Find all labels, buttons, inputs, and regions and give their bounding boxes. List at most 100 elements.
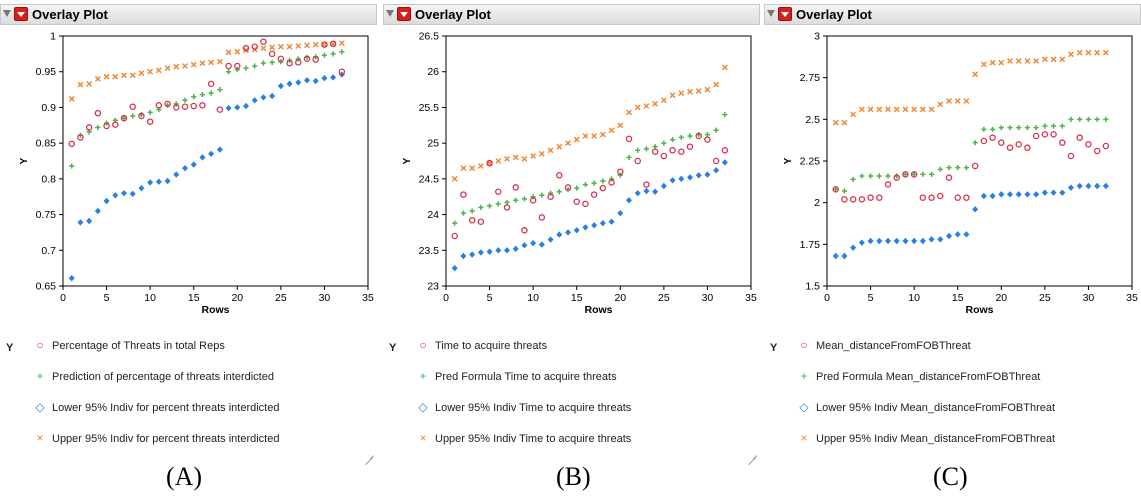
overlay-plot-panel-b: Overlay Plot 0 5 10 15 20 25 30 35 23 23.5 24 24.5 2… [383, 0, 760, 460]
data-point [77, 134, 84, 141]
red-triangle-menu-icon[interactable] [397, 7, 411, 21]
legend-item[interactable]: ○ Time to acquire threats [417, 338, 547, 352]
data-point [539, 192, 545, 198]
x-axis-label: Rows [965, 304, 993, 316]
data-point [713, 127, 719, 133]
legend-item[interactable]: ○ Percentage of Threats in total Reps [34, 338, 224, 352]
legend-item[interactable]: + Pred Formula Mean_distanceFromFOBThreat [798, 369, 1040, 383]
data-point [286, 59, 293, 67]
data-point [312, 41, 319, 48]
x-tick-label: 35 [745, 292, 757, 304]
data-point [478, 204, 484, 211]
resize-grip-icon[interactable] [748, 450, 756, 458]
data-point [1033, 125, 1039, 131]
data-point [304, 77, 310, 84]
data-point [208, 59, 215, 66]
data-point [911, 237, 918, 245]
data-point [181, 103, 189, 110]
data-point [946, 232, 952, 240]
data-point [538, 214, 546, 221]
data-point [1068, 184, 1074, 191]
data-point [121, 115, 127, 121]
data-point [547, 193, 554, 200]
data-point [1059, 56, 1066, 63]
data-point [521, 227, 528, 234]
red-triangle-menu-icon[interactable] [778, 7, 792, 21]
data-point [981, 126, 987, 132]
x-tick-label: 15 [952, 292, 964, 304]
resize-grip-icon[interactable] [365, 450, 373, 458]
data-point [234, 66, 240, 73]
disclosure-triangle-icon[interactable] [386, 10, 394, 17]
data-point [1050, 123, 1057, 129]
legend-item[interactable]: + Prediction of percentage of threats int… [34, 369, 273, 383]
data-point [608, 176, 615, 182]
data-point [1059, 189, 1066, 196]
data-point [1076, 182, 1083, 190]
data-point [704, 86, 711, 93]
data-point [721, 147, 729, 154]
data-point [173, 63, 180, 70]
data-point [547, 190, 554, 196]
disclosure-triangle-icon[interactable] [3, 10, 11, 17]
data-point [329, 40, 337, 48]
data-point [867, 173, 874, 179]
data-point [911, 171, 917, 177]
x-tick-label: 35 [362, 292, 374, 304]
data-point [225, 49, 232, 56]
data-point [208, 90, 214, 96]
data-point [147, 179, 154, 186]
scatter-plot: 0 5 10 15 20 25 30 35 0.65 0.7 0.75 0.8 0.85 0.9 0.95 1… [19, 31, 374, 317]
legend-item[interactable]: × Upper 95% Indiv Mean_distanceFromFOBThr… [798, 431, 1055, 445]
data-point [574, 185, 580, 191]
data-point [521, 242, 528, 249]
data-point [199, 60, 206, 67]
data-point [608, 127, 615, 134]
x-tick-label: 30 [702, 292, 714, 304]
legend-item[interactable]: × Upper 95% Indiv for percent threats int… [34, 431, 279, 445]
x-tick-label: 10 [527, 292, 539, 304]
data-point [86, 217, 93, 225]
data-point [512, 245, 519, 253]
data-point [833, 186, 839, 192]
y-tick-label: 0.9 [41, 102, 56, 114]
data-point [946, 98, 952, 104]
legend-item[interactable]: ○ Mean_distanceFromFOBThreat [798, 338, 970, 352]
data-point [190, 102, 197, 110]
data-point [902, 171, 909, 177]
legend-item[interactable]: ◇ Lower 95% Indiv Time to acquire threats [417, 400, 631, 414]
data-point [338, 68, 346, 75]
data-point [669, 136, 676, 143]
data-point [841, 188, 848, 194]
panel-header: Overlay Plot [0, 4, 377, 25]
data-point [69, 163, 75, 169]
data-point [643, 103, 650, 109]
data-point [859, 173, 865, 179]
x-tick-label: 20 [614, 292, 626, 304]
data-point [530, 239, 537, 247]
y-tick-label: 0.65 [36, 281, 57, 293]
data-point [963, 98, 970, 104]
legend-item[interactable]: + Pred Formula Time to acquire threats [417, 369, 616, 383]
data-point [182, 164, 188, 172]
data-point [963, 194, 970, 201]
red-triangle-menu-icon[interactable] [14, 7, 28, 21]
data-point [713, 81, 720, 88]
data-point [1085, 116, 1092, 122]
data-point [234, 62, 241, 70]
data-point [565, 229, 571, 236]
legend-item[interactable]: ◇ Lower 95% Indiv for percent threats int… [34, 400, 279, 414]
data-point [721, 159, 728, 166]
plot-frame [826, 35, 1133, 287]
legend-item[interactable]: ◇ Lower 95% Indiv Mean_distanceFromFOBThr… [798, 400, 1055, 414]
x-tick-label: 10 [908, 292, 920, 304]
disclosure-triangle-icon[interactable] [767, 10, 775, 17]
x-tick-label: 15 [571, 292, 583, 304]
plus-marker-icon: + [36, 369, 44, 383]
x-tick-label: 20 [995, 292, 1007, 304]
data-point [451, 264, 458, 272]
x-tick-label: 25 [275, 292, 287, 304]
y-tick-label: 0.7 [41, 245, 56, 257]
legend-item[interactable]: × Upper 95% Indiv Time to acquire threats [417, 431, 631, 445]
data-point [182, 63, 188, 69]
